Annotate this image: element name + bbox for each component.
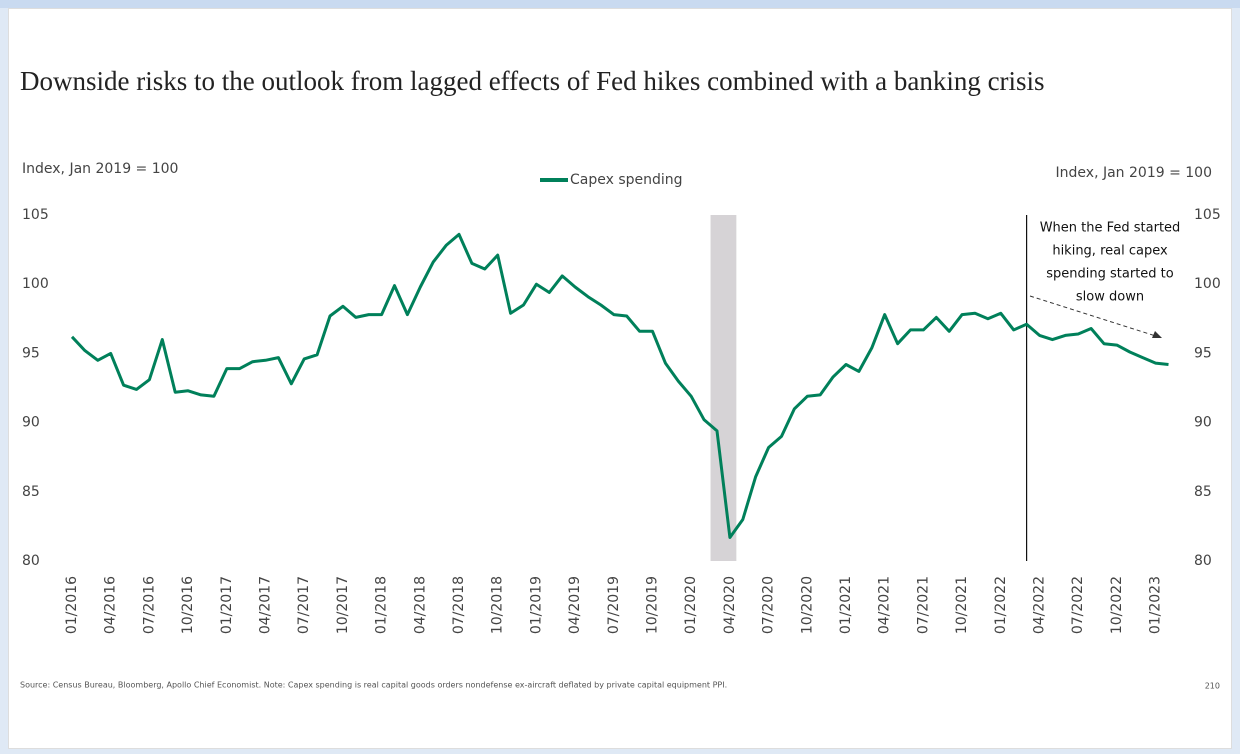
x-tick-label: 10/2020 bbox=[799, 576, 815, 634]
annotation: hiking, real capex bbox=[1052, 244, 1168, 259]
x-tick-label: 01/2019 bbox=[528, 576, 544, 634]
annotation: When the Fed started bbox=[1040, 221, 1181, 236]
y-tick-label: 90 bbox=[22, 415, 40, 431]
data-line bbox=[70, 232, 1169, 539]
x-tick-label: 01/2016 bbox=[64, 576, 80, 634]
y2-axis-label: Index, Jan 2019 = 100 bbox=[1056, 165, 1212, 181]
x-tick-label: 01/2023 bbox=[1148, 576, 1164, 634]
y-tick-label: 100 bbox=[22, 276, 49, 292]
x-tick-label: 10/2017 bbox=[335, 576, 351, 634]
browser-strip bbox=[0, 0, 1240, 8]
chart-title: Downside risks to the outlook from lagge… bbox=[20, 66, 1045, 96]
x-tick-label: 04/2021 bbox=[877, 576, 893, 634]
x-tick-label: 07/2016 bbox=[141, 576, 157, 634]
y-tick-label: 105 bbox=[22, 207, 49, 223]
y2-tick-label: 100 bbox=[1194, 276, 1221, 292]
recession-shade bbox=[710, 215, 737, 561]
y2-tick-label: 85 bbox=[1194, 484, 1212, 500]
x-tick-label: 10/2022 bbox=[1109, 576, 1125, 634]
x-tick-label: 07/2021 bbox=[915, 576, 931, 634]
x-tick-label: 01/2021 bbox=[838, 576, 854, 634]
x-tick-label: 04/2019 bbox=[567, 576, 583, 634]
y-tick-label: 95 bbox=[22, 345, 40, 361]
y2-tick-label: 95 bbox=[1194, 345, 1212, 361]
x-tick-label: 04/2020 bbox=[722, 576, 738, 634]
x-tick-label: 10/2016 bbox=[180, 576, 196, 634]
x-tick-label: 07/2017 bbox=[296, 576, 312, 634]
y2-tick-label: 105 bbox=[1194, 207, 1221, 223]
x-tick-label: 04/2022 bbox=[1032, 576, 1048, 634]
y-tick-label: 85 bbox=[22, 484, 40, 500]
slide bbox=[8, 8, 1232, 749]
annotation-arrow bbox=[1029, 295, 1163, 339]
x-tick-label: 10/2019 bbox=[645, 576, 661, 634]
x-tick-label: 10/2018 bbox=[490, 576, 506, 634]
annotation: slow down bbox=[1076, 290, 1144, 305]
y-tick-label: 80 bbox=[22, 553, 40, 569]
y2-tick-label: 80 bbox=[1194, 553, 1212, 569]
x-tick-label: 04/2017 bbox=[258, 576, 274, 634]
x-tick-label: 01/2020 bbox=[683, 576, 699, 634]
y2-tick-label: 90 bbox=[1194, 415, 1212, 431]
x-tick-label: 10/2021 bbox=[954, 576, 970, 634]
x-tick-label: 01/2022 bbox=[993, 576, 1009, 634]
legend-label: Capex spending bbox=[570, 172, 683, 188]
x-tick-label: 04/2016 bbox=[103, 576, 119, 634]
y-axis-label: Index, Jan 2019 = 100 bbox=[22, 161, 178, 177]
x-tick-label: 01/2017 bbox=[219, 576, 235, 634]
x-tick-label: 07/2022 bbox=[1070, 576, 1086, 634]
x-tick-label: 04/2018 bbox=[412, 576, 428, 634]
page-number: 210 bbox=[1205, 682, 1220, 691]
x-tick-label: 07/2019 bbox=[606, 576, 622, 634]
annotation: spending started to bbox=[1046, 267, 1174, 282]
x-tick-label: 01/2018 bbox=[374, 576, 390, 634]
source-note: Source: Census Bureau, Bloomberg, Apollo… bbox=[20, 681, 727, 690]
arrow-head bbox=[1152, 331, 1162, 338]
x-tick-label: 07/2020 bbox=[761, 576, 777, 634]
x-tick-label: 07/2018 bbox=[451, 576, 467, 634]
